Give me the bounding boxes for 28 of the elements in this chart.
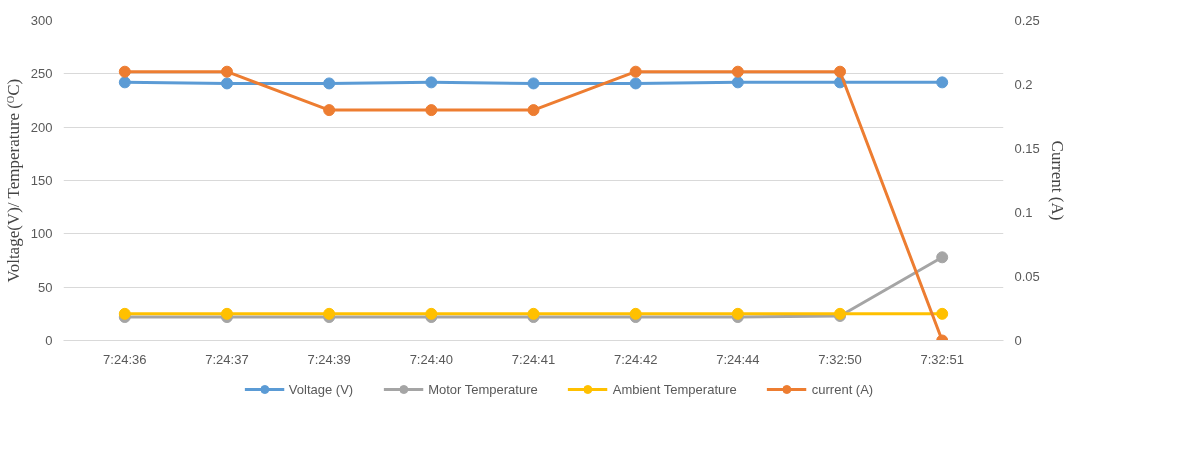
y-axis-title: Voltage(V)/ Temperature (ᴼC) <box>3 78 23 283</box>
y-tick-label: 150 <box>30 173 53 188</box>
x-tick-label: 7:24:36 <box>103 351 147 367</box>
x-tick-label: 7:32:51 <box>920 351 964 367</box>
x-tick-label: 7:24:37 <box>205 351 249 367</box>
x-tick-label: 7:24:39 <box>307 351 351 367</box>
y-tick-label: 0 <box>45 333 53 348</box>
y-tick-label: 100 <box>30 226 53 242</box>
y2-tick-label: 0.15 <box>1014 141 1040 156</box>
x-tick-label: 7:24:44 <box>716 351 760 367</box>
y-tick-label: 50 <box>38 279 53 295</box>
y-tick-label: 200 <box>30 119 53 135</box>
x-tick-label: 7:24:42 <box>613 351 658 367</box>
y-tick-label: 300 <box>30 13 53 28</box>
y2-tick-label: 0.1 <box>1014 205 1033 220</box>
legend-label: current (A) <box>811 381 874 397</box>
legend-label: Voltage (V) <box>288 381 354 397</box>
legend-label: Motor Temperature <box>428 381 538 397</box>
y2-axis-title: Current (A) <box>1047 140 1067 221</box>
y2-tick-label: 0.25 <box>1014 13 1040 28</box>
y2-tick-label: 0 <box>1014 333 1022 348</box>
y2-tick-label: 0.05 <box>1014 269 1040 284</box>
legend-label: Ambient Temperature <box>612 381 737 397</box>
x-tick-label: 7:32:50 <box>818 351 862 367</box>
x-tick-label: 7:24:41 <box>511 351 556 367</box>
y-tick-label: 250 <box>30 66 53 82</box>
x-tick-label: 7:24:40 <box>409 351 454 367</box>
y2-tick-label: 0.2 <box>1014 77 1033 92</box>
